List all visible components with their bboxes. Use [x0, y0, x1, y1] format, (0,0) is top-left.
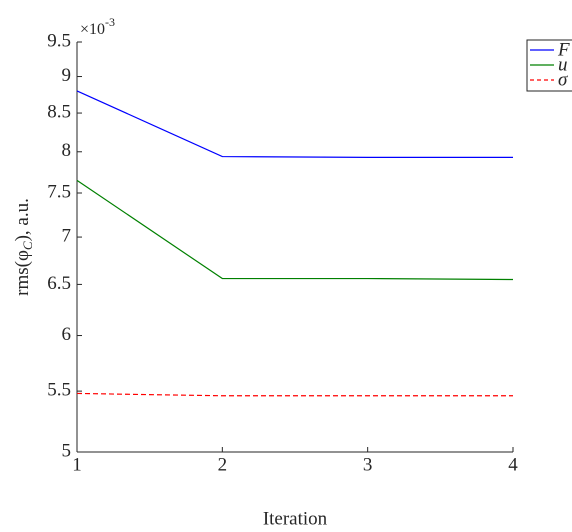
series-line: [76, 90, 513, 158]
y-label-end: ), a.u.: [12, 198, 33, 241]
y-multiplier: ×10-3: [80, 15, 115, 38]
y-tick-label: 5.5: [47, 379, 71, 400]
y-tick-label: 6: [62, 324, 72, 345]
legend-label: F: [557, 39, 570, 60]
y-tick-label: 7.5: [47, 181, 71, 202]
legend-label: u: [558, 54, 568, 75]
y-tick-label: 7: [62, 225, 72, 246]
x-tick-label: 1: [72, 454, 82, 475]
y-tick-label: 9: [62, 65, 72, 86]
y-label-sub: C: [20, 241, 35, 250]
y-tick-label: 8: [62, 140, 72, 161]
x-tick-label: 3: [363, 454, 373, 475]
series-line: [76, 392, 513, 397]
legend-label: σ: [558, 69, 568, 90]
y-tick-label: 6.5: [47, 273, 71, 294]
x-tick-label: 4: [508, 454, 518, 475]
y-tick-label: 5: [62, 440, 72, 461]
multiplier-base: ×10: [80, 21, 105, 38]
x-tick-label: 2: [218, 454, 228, 475]
y-axis-label: rms(φC), a.u.: [12, 198, 35, 296]
y-tick-label: 9.5: [47, 30, 71, 51]
y-tick-label: 8.5: [47, 101, 71, 122]
y-label-main: rms(φ: [12, 250, 33, 296]
multiplier-exponent: -3: [105, 15, 115, 29]
series-line: [76, 179, 514, 281]
x-axis-label: Iteration: [263, 508, 328, 529]
